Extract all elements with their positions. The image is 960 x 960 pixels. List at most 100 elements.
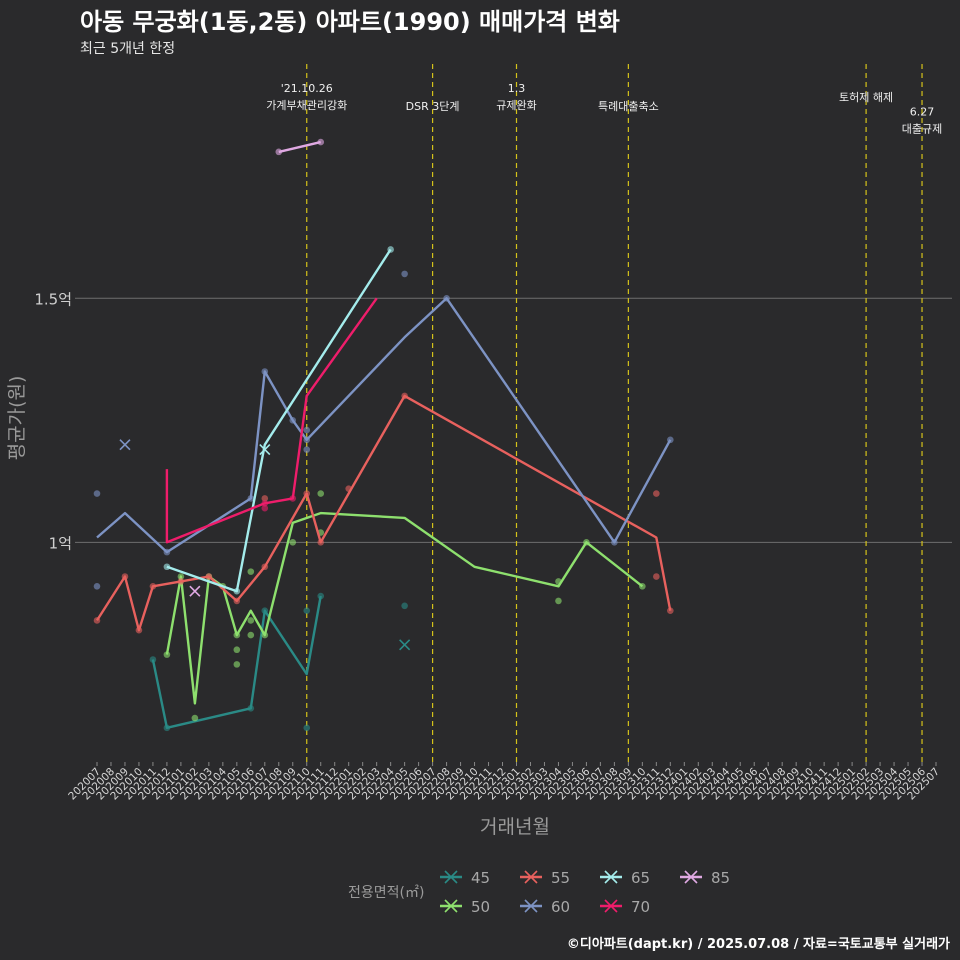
point-60-7 bbox=[303, 426, 311, 434]
y-axis-label: 평균가(원) bbox=[6, 376, 28, 461]
event-label-4-0: 토허제 해제 bbox=[839, 90, 893, 104]
point-55-11 bbox=[345, 485, 352, 492]
point-50-18 bbox=[639, 582, 646, 590]
y-tick-label-1: 1.5억 bbox=[34, 290, 72, 308]
point-85-1 bbox=[317, 138, 325, 146]
point-85-0 bbox=[275, 148, 283, 156]
x-axis-label: 거래년월 bbox=[480, 816, 550, 838]
point-55-6 bbox=[233, 597, 241, 605]
point-55-1 bbox=[121, 573, 129, 580]
point-60-12 bbox=[667, 436, 674, 444]
point-55-10 bbox=[317, 539, 325, 546]
point-60-11 bbox=[611, 539, 618, 546]
cross-60-0 bbox=[119, 439, 131, 451]
point-45-6 bbox=[317, 592, 325, 600]
legend-swatch-cross-60 bbox=[524, 899, 538, 913]
legend-label-60: 60 bbox=[551, 898, 570, 916]
point-45-0 bbox=[149, 656, 157, 663]
chart-subtitle: 최근 5개년 한정 bbox=[80, 41, 175, 57]
event-label-2-1: 규제완화 bbox=[496, 99, 536, 112]
point-50-12 bbox=[289, 539, 297, 546]
legend-title: 전용면적(㎡) bbox=[348, 885, 424, 901]
point-45-4 bbox=[303, 607, 311, 614]
point-70-1 bbox=[261, 504, 269, 512]
legend-label-45: 45 bbox=[471, 869, 490, 887]
point-70-2 bbox=[289, 495, 297, 502]
cross-45-0 bbox=[399, 639, 411, 651]
point-45-1 bbox=[163, 724, 171, 732]
point-55-8 bbox=[261, 495, 269, 502]
point-55-2 bbox=[135, 626, 143, 634]
event-label-2-0: 1.3 bbox=[508, 82, 526, 95]
point-65-1 bbox=[233, 587, 241, 595]
y-tick-label-0: 1억 bbox=[49, 534, 72, 552]
legend-swatch-cross-55 bbox=[524, 870, 538, 884]
event-label-5-1: 대출규제 bbox=[902, 122, 942, 135]
event-label-0-0: '21.10.26 bbox=[281, 82, 333, 95]
point-55-5 bbox=[205, 573, 213, 580]
point-50-8 bbox=[247, 568, 255, 575]
series-layer bbox=[93, 138, 674, 732]
footer-credit: ©디아파트(dapt.kr) / 2025.07.08 / 자료=국토교통부 실… bbox=[567, 936, 950, 952]
point-55-9 bbox=[303, 490, 311, 497]
point-45-3 bbox=[261, 607, 269, 614]
point-50-9 bbox=[247, 631, 255, 639]
legend: 전용면적(㎡) 45 50 55 60 65 70 85 bbox=[348, 869, 730, 916]
point-55-12 bbox=[401, 392, 408, 400]
point-60-0 bbox=[93, 490, 101, 497]
legend-label-50: 50 bbox=[471, 898, 490, 916]
point-60-4 bbox=[261, 368, 269, 375]
series-45 bbox=[149, 592, 411, 732]
point-55-15 bbox=[667, 607, 674, 614]
point-50-10 bbox=[247, 617, 255, 624]
point-50-2 bbox=[191, 714, 199, 722]
series-line-65 bbox=[166, 248, 392, 593]
point-60-3 bbox=[247, 495, 255, 502]
point-50-0 bbox=[163, 651, 171, 658]
point-50-5 bbox=[233, 631, 241, 639]
point-50-7 bbox=[233, 661, 241, 668]
event-label-5-0: 6.27 bbox=[910, 105, 935, 118]
legend-swatch-cross-65 bbox=[604, 870, 618, 884]
event-label-0-1: 가계부채관리강화 bbox=[266, 99, 347, 112]
point-45-2 bbox=[247, 705, 255, 712]
point-60-2 bbox=[163, 548, 171, 556]
legend-item-45: 45 bbox=[440, 869, 490, 887]
point-60-10 bbox=[443, 294, 450, 302]
point-65-2 bbox=[387, 246, 394, 253]
legend-item-85: 85 bbox=[680, 869, 730, 887]
series-65 bbox=[163, 246, 394, 595]
series-55 bbox=[93, 392, 674, 634]
cross-65-0 bbox=[259, 444, 271, 456]
point-50-1 bbox=[177, 573, 185, 580]
legend-swatch-cross-50 bbox=[444, 899, 458, 913]
point-65-0 bbox=[163, 563, 171, 571]
event-label-1-0: DSR 3단계 bbox=[406, 100, 460, 113]
cross-85-0 bbox=[189, 585, 201, 597]
series-line-45 bbox=[151, 595, 322, 729]
point-60-5 bbox=[289, 417, 297, 424]
point-50-17 bbox=[583, 539, 590, 546]
legend-label-55: 55 bbox=[551, 869, 570, 887]
point-50-15 bbox=[555, 578, 562, 585]
series-line-70 bbox=[165, 297, 378, 544]
point-70-0 bbox=[261, 500, 269, 507]
legend-item-65: 65 bbox=[600, 869, 650, 887]
legend-swatch-cross-70 bbox=[604, 899, 618, 913]
point-60-9 bbox=[401, 270, 408, 278]
series-70 bbox=[165, 297, 378, 544]
point-45-5 bbox=[303, 724, 311, 732]
legend-item-55: 55 bbox=[520, 869, 570, 887]
legend-item-50: 50 bbox=[440, 898, 490, 916]
chart-title: 아동 무궁화(1동,2동) 아파트(1990) 매매가격 변화 bbox=[80, 8, 620, 36]
legend-item-60: 60 bbox=[520, 898, 570, 916]
series-line-85 bbox=[278, 140, 321, 154]
point-60-8 bbox=[303, 446, 311, 453]
point-50-11 bbox=[261, 631, 269, 639]
point-55-0 bbox=[93, 617, 101, 624]
point-55-13 bbox=[653, 490, 660, 497]
event-label-3-0: 특례대출축소 bbox=[598, 100, 659, 113]
x-axis-ticks: 2020072020082020092020102020112020122021… bbox=[66, 762, 942, 802]
